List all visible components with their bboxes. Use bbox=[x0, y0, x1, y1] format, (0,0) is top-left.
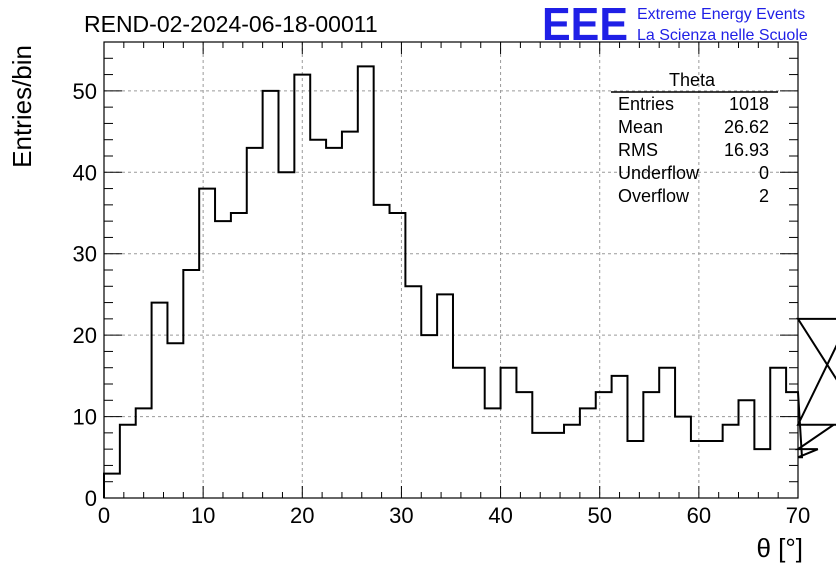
y-tick-labels: 0 10 20 30 40 50 bbox=[73, 79, 97, 511]
stats-overflow-value: 2 bbox=[759, 186, 769, 206]
stats-entries-value: 1018 bbox=[729, 94, 769, 114]
y-axis-title: Entries/bin bbox=[7, 45, 37, 168]
histogram-bin bbox=[485, 408, 501, 498]
y-tick-label: 50 bbox=[73, 79, 97, 104]
histogram-bin bbox=[612, 376, 628, 498]
histogram-bin bbox=[739, 400, 755, 498]
histogram-bin bbox=[120, 425, 136, 498]
histogram-bins bbox=[104, 66, 798, 498]
histogram-bin bbox=[770, 368, 786, 498]
histogram-bin bbox=[247, 148, 263, 498]
histogram-bin bbox=[501, 368, 517, 498]
histogram-bin bbox=[152, 303, 168, 498]
x-tick-label: 40 bbox=[488, 503, 512, 528]
histogram-bin bbox=[326, 148, 342, 498]
histogram-bin bbox=[231, 213, 247, 498]
x-tick-labels: 0 10 20 30 40 50 60 70 bbox=[98, 503, 810, 528]
histogram-bin bbox=[294, 75, 310, 498]
x-tick-label: 10 bbox=[191, 503, 215, 528]
histogram-bin bbox=[437, 294, 453, 498]
stats-box: Theta Entries 1018 Mean 26.62 RMS 16.93 … bbox=[611, 70, 778, 206]
plot-frame bbox=[103, 41, 799, 499]
run-title: REND-02-2024-06-18-00011 bbox=[84, 11, 378, 37]
histogram-bin bbox=[754, 449, 770, 498]
histogram-bin bbox=[596, 392, 612, 498]
histogram-bin bbox=[342, 132, 358, 498]
histogram-bin bbox=[548, 433, 564, 498]
eee-logo: EEE Extreme Energy Events La Scienza nel… bbox=[542, 0, 808, 50]
x-tick-label: 70 bbox=[786, 503, 810, 528]
y-tick-label: 30 bbox=[73, 242, 97, 267]
x-axis-title: θ [°] bbox=[756, 533, 803, 563]
histogram-outline bbox=[103, 65, 836, 498]
histogram-bin bbox=[215, 221, 231, 498]
histogram-bin bbox=[723, 425, 739, 498]
histogram-bin bbox=[358, 66, 374, 498]
logo-mark: EEE bbox=[542, 0, 628, 50]
histogram-bin bbox=[136, 408, 152, 498]
stats-rms-value: 16.93 bbox=[724, 140, 769, 160]
stats-title: Theta bbox=[669, 70, 716, 90]
histogram-bin bbox=[310, 140, 326, 498]
stats-overflow-label: Overflow bbox=[618, 186, 690, 206]
stats-rms-label: RMS bbox=[618, 140, 658, 160]
stats-mean-label: Mean bbox=[618, 117, 663, 137]
histogram-bin bbox=[453, 368, 469, 498]
y-tick-label: 0 bbox=[85, 486, 97, 511]
histogram-bin bbox=[104, 474, 120, 498]
x-tick-label: 0 bbox=[98, 503, 110, 528]
x-tick-label: 50 bbox=[587, 503, 611, 528]
logo-line-1: Extreme Energy Events bbox=[637, 6, 805, 23]
histogram-bin bbox=[167, 343, 183, 498]
y-tick-label: 40 bbox=[73, 160, 97, 185]
histogram-bin bbox=[183, 270, 199, 498]
histogram-bin bbox=[707, 441, 723, 498]
histogram-bin bbox=[532, 433, 548, 498]
histogram-bin bbox=[659, 368, 675, 498]
histogram-bin bbox=[580, 408, 596, 498]
y-tick-label: 10 bbox=[73, 405, 97, 430]
histogram-bin bbox=[627, 441, 643, 498]
histogram-bin bbox=[374, 205, 390, 498]
stats-entries-label: Entries bbox=[618, 94, 674, 114]
histogram-bin bbox=[278, 172, 294, 498]
histogram-bin bbox=[263, 91, 279, 498]
x-tick-label: 60 bbox=[687, 503, 711, 528]
stats-underflow-value: 0 bbox=[759, 163, 769, 183]
y-tick-label: 20 bbox=[73, 323, 97, 348]
histogram-bin bbox=[516, 392, 532, 498]
histogram-bin bbox=[675, 417, 691, 498]
stats-underflow-label: Underflow bbox=[618, 163, 700, 183]
x-tick-label: 20 bbox=[290, 503, 314, 528]
histogram-bin bbox=[421, 335, 437, 498]
histogram-bin bbox=[469, 368, 485, 498]
logo-line-2: La Scienza nelle Scuole bbox=[637, 27, 808, 44]
stats-mean-value: 26.62 bbox=[724, 117, 769, 137]
histogram-bin bbox=[405, 286, 421, 498]
histogram-bin bbox=[564, 425, 580, 498]
histogram-bin bbox=[199, 189, 215, 498]
histogram-bin bbox=[390, 213, 406, 498]
x-tick-label: 30 bbox=[389, 503, 413, 528]
histogram-bin bbox=[643, 392, 659, 498]
